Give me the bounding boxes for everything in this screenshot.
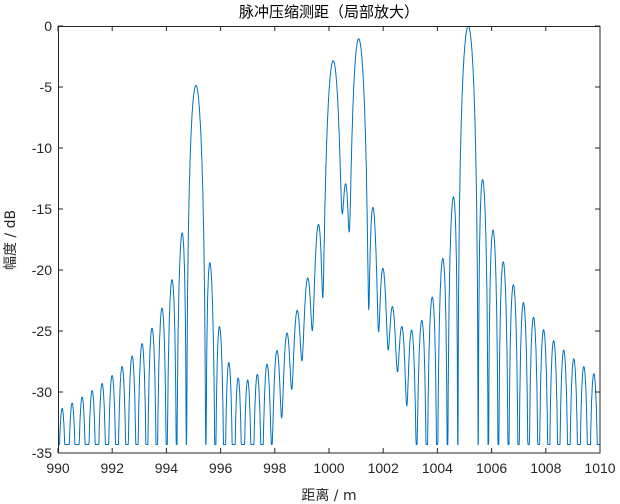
chart-title: 脉冲压缩测距（局部放大） bbox=[239, 3, 419, 21]
x-tick-label: 998 bbox=[263, 460, 287, 476]
x-tick-label: 994 bbox=[155, 460, 179, 476]
x-tick-label: 992 bbox=[101, 460, 125, 476]
y-tick-label: -25 bbox=[32, 323, 52, 339]
y-tick-label: -30 bbox=[32, 384, 52, 400]
x-axis-label: 距离 / m bbox=[301, 487, 356, 504]
data-line bbox=[58, 26, 600, 445]
y-tick-label: 0 bbox=[44, 18, 52, 34]
x-tick-label: 990 bbox=[46, 460, 70, 476]
x-tick-label: 1006 bbox=[476, 460, 507, 476]
y-tick-label: -35 bbox=[32, 445, 52, 461]
y-axis-label: 幅度 / dB bbox=[3, 210, 19, 270]
x-tick-label: 1010 bbox=[584, 460, 615, 476]
x-tick-label: 996 bbox=[209, 460, 233, 476]
plot-area bbox=[58, 26, 601, 454]
x-tick-label: 1004 bbox=[422, 460, 453, 476]
x-tick-label: 1008 bbox=[530, 460, 561, 476]
y-tick-label: -15 bbox=[32, 201, 52, 217]
x-tick-label: 1000 bbox=[313, 460, 344, 476]
y-axis: 0 -5 -10 -15 -20 -25 -30 -35 bbox=[32, 18, 600, 461]
x-axis: 990 992 994 996 998 1000 1002 1004 1006 1008 1010 bbox=[46, 26, 616, 476]
y-tick-label: -5 bbox=[40, 79, 53, 95]
y-tick-label: -20 bbox=[32, 262, 52, 278]
y-tick-label: -10 bbox=[32, 140, 52, 156]
x-tick-label: 1002 bbox=[368, 460, 399, 476]
